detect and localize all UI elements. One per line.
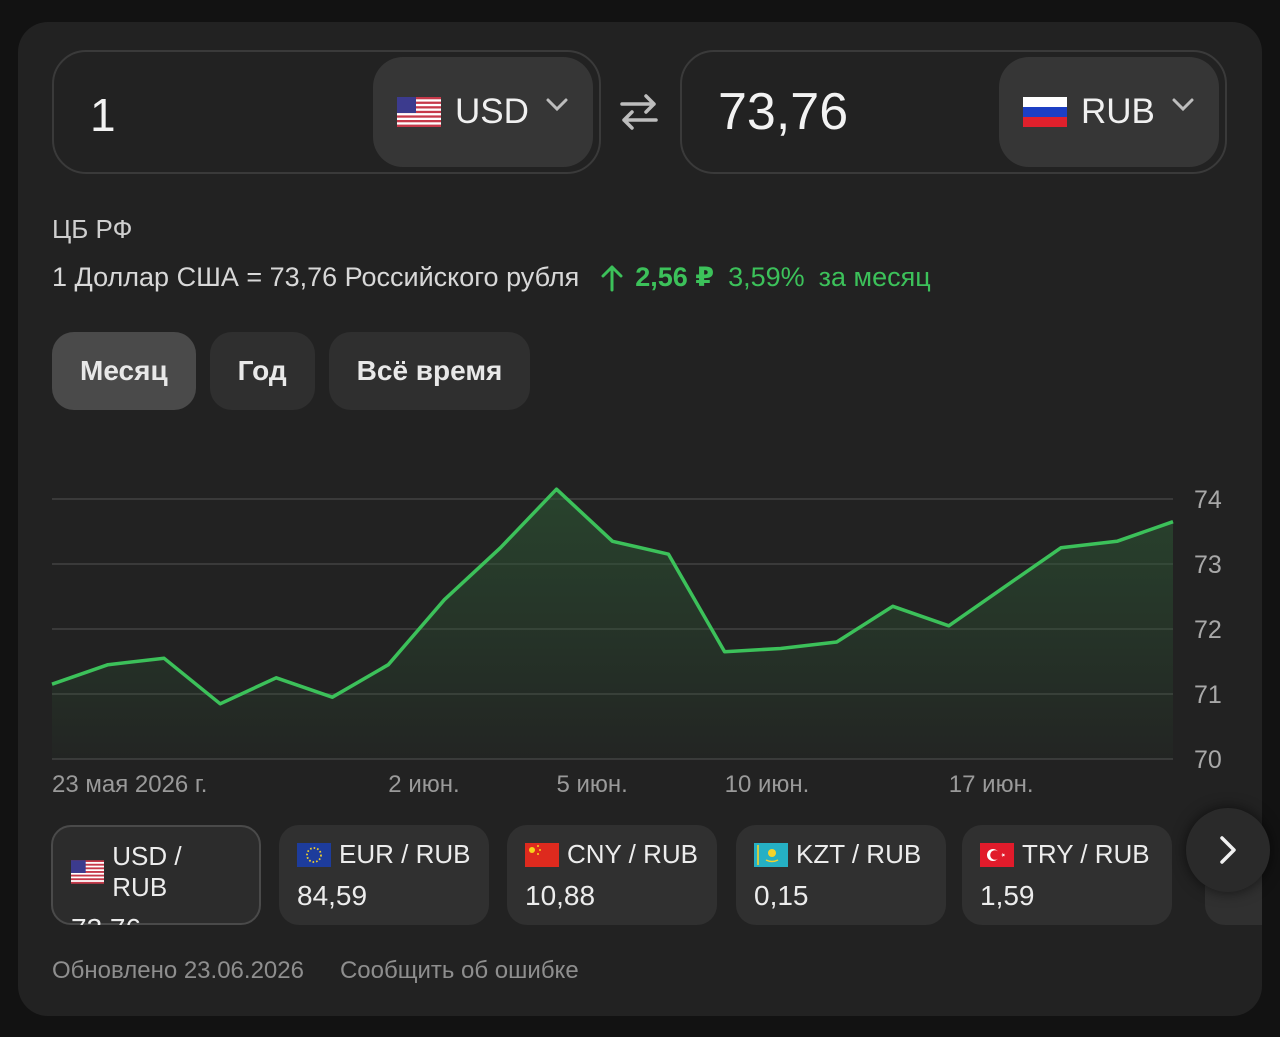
rate-chart: 74 73 72 71 70 23 мая 2026 г. 2 июн. 5 июн. 10 …: [51, 486, 1222, 798]
rate-summary: 1 Доллар США = 73,76 Российского рубля 2…: [52, 262, 931, 293]
to-amount-input[interactable]: 73,76: [718, 83, 849, 141]
pair-value: 73,76: [71, 913, 241, 925]
chevron-right-icon: [1220, 836, 1236, 864]
tab-month[interactable]: Месяц: [52, 332, 196, 410]
updated-date: Обновлено 23.06.2026: [52, 957, 304, 984]
pair-kzt-rub[interactable]: KZT / RUB 0,15: [736, 825, 946, 925]
rate-period: за месяц: [818, 262, 931, 292]
us-flag-icon: [71, 860, 105, 884]
to-converter: 73,76 RUB: [680, 50, 1227, 174]
x-tick-label: 10 июн.: [725, 771, 810, 798]
from-converter: 1 USD: [52, 50, 601, 174]
currency-pairs-list: USD / RUB 73,76 EUR / RUB 84,59: [51, 825, 1262, 925]
y-tick-label: 73: [1194, 551, 1222, 579]
pair-try-rub[interactable]: TRY / RUB 1,59: [962, 825, 1172, 925]
tab-all-time[interactable]: Всё время: [328, 332, 531, 410]
rate-source: ЦБ РФ: [52, 214, 133, 244]
pair-value: 1,59: [980, 880, 1035, 911]
chart-area: [52, 489, 1173, 759]
rate-text: 1 Доллар США = 73,76 Российского рубля: [52, 262, 580, 292]
y-tick-label: 72: [1194, 616, 1222, 644]
rate-percent: 3,59%: [728, 262, 805, 292]
pair-value: 10,88: [525, 880, 596, 911]
tab-year[interactable]: Год: [209, 332, 315, 410]
tr-flag-icon: [980, 842, 1014, 867]
y-tick-label: 71: [1194, 681, 1222, 709]
period-tabs: Месяц Год Всё время: [52, 332, 531, 410]
cn-flag-icon: [525, 842, 559, 867]
x-tick-label: 5 июн.: [556, 771, 627, 798]
x-tick-label: 23 мая 2026 г.: [52, 771, 207, 798]
next-pairs-button[interactable]: [1186, 808, 1270, 892]
to-currency-select[interactable]: RUB: [999, 57, 1219, 167]
rate-change: 2,56 ₽: [635, 262, 715, 292]
pair-usd-rub[interactable]: USD / RUB 73,76: [51, 825, 261, 925]
from-amount-input[interactable]: 1: [90, 89, 116, 141]
to-currency-code: RUB: [1081, 92, 1155, 131]
pair-label: EUR / RUB: [339, 839, 471, 869]
pair-label: TRY / RUB: [1022, 839, 1150, 869]
from-currency-code: USD: [455, 92, 529, 131]
pair-value: 84,59: [297, 880, 368, 911]
arrow-up-icon: [601, 265, 623, 291]
pair-eur-rub[interactable]: EUR / RUB 84,59: [279, 825, 489, 925]
x-tick-label: 2 июн.: [388, 771, 459, 798]
from-currency-select[interactable]: USD: [373, 57, 593, 167]
ru-flag-icon: [1023, 97, 1067, 127]
us-flag-icon: [397, 97, 441, 127]
y-tick-label: 74: [1194, 486, 1222, 514]
pair-label: USD / RUB: [112, 841, 182, 902]
kz-flag-icon: [754, 842, 788, 867]
pair-label: CNY / RUB: [567, 839, 698, 869]
eu-flag-icon: [297, 842, 331, 867]
pair-label: KZT / RUB: [796, 839, 922, 869]
y-tick-label: 70: [1194, 746, 1222, 774]
chevron-down-icon: [1172, 98, 1194, 112]
pair-cny-rub[interactable]: CNY / RUB 10,88: [507, 825, 717, 925]
currency-converter-card: 1 USD 73,76: [18, 22, 1262, 1016]
footer: Обновлено 23.06.2026 Сообщить об ошибке: [52, 957, 579, 985]
chevron-down-icon: [546, 98, 568, 112]
x-tick-label: 17 июн.: [949, 771, 1034, 798]
swap-arrows-icon[interactable]: [618, 92, 660, 132]
chart-line[interactable]: [51, 487, 1174, 706]
pair-value: 0,15: [754, 880, 809, 911]
report-error-link[interactable]: Сообщить об ошибке: [339, 957, 579, 984]
